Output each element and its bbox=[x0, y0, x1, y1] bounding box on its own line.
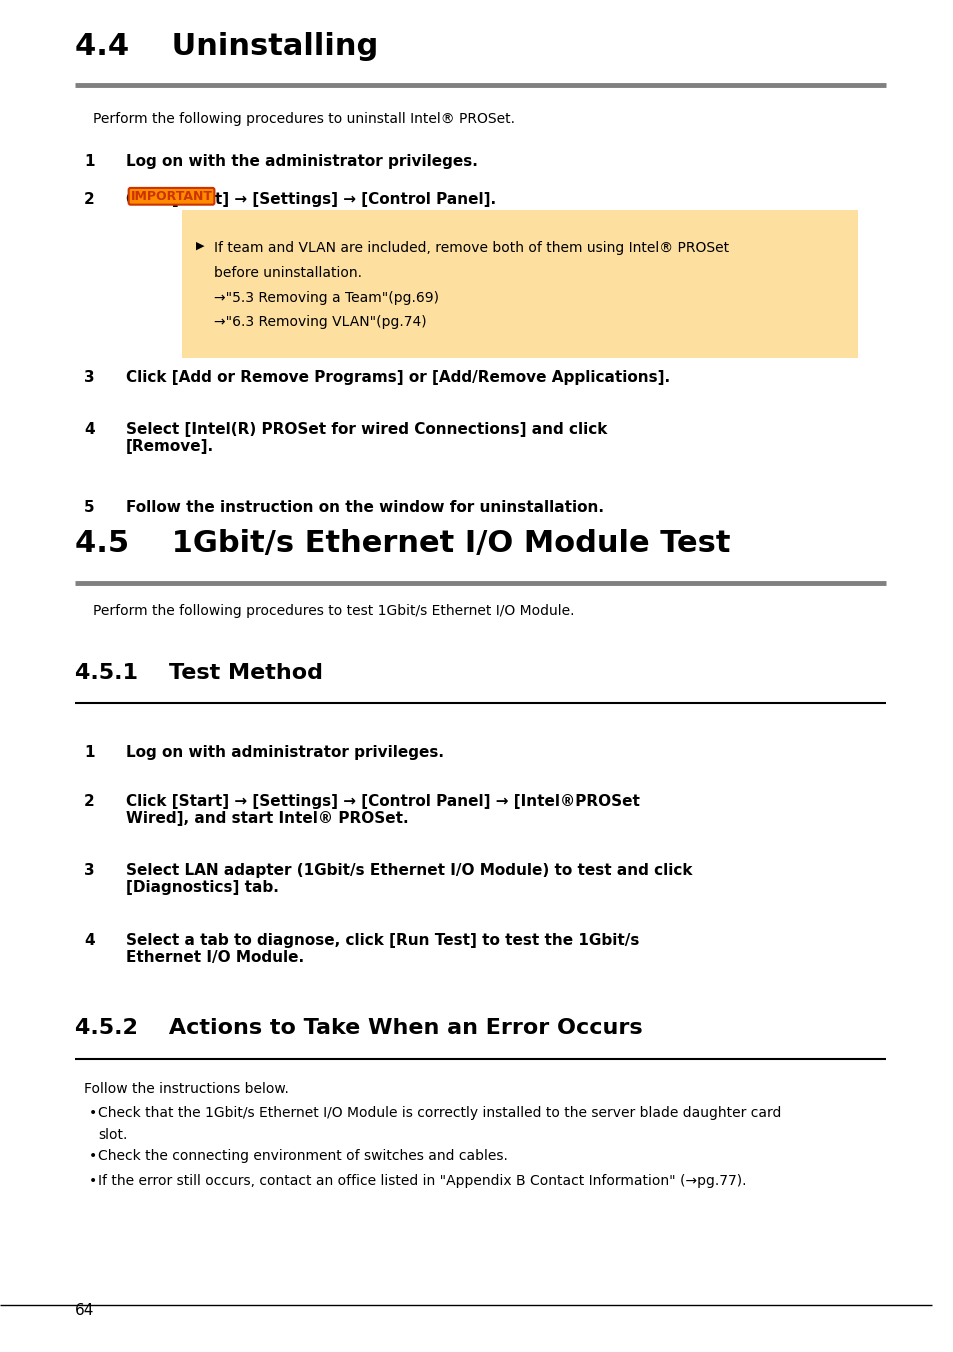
Text: Click [Start] → [Settings] → [Control Panel].: Click [Start] → [Settings] → [Control Pa… bbox=[126, 192, 496, 207]
Text: If the error still occurs, contact an office listed in "Appendix B Contact Infor: If the error still occurs, contact an of… bbox=[98, 1174, 745, 1187]
Text: ▶: ▶ bbox=[195, 241, 204, 250]
Text: Check the connecting environment of switches and cables.: Check the connecting environment of swit… bbox=[98, 1149, 507, 1163]
Text: 4.5    1Gbit/s Ethernet I/O Module Test: 4.5 1Gbit/s Ethernet I/O Module Test bbox=[74, 530, 729, 558]
Text: 1: 1 bbox=[84, 745, 94, 760]
Text: Click [Start] → [Settings] → [Control Panel] → [Intel®PROSet
Wired], and start I: Click [Start] → [Settings] → [Control Pa… bbox=[126, 794, 639, 826]
Text: If team and VLAN are included, remove both of them using Intel® PROSet: If team and VLAN are included, remove bo… bbox=[214, 241, 729, 254]
Text: Log on with the administrator privileges.: Log on with the administrator privileges… bbox=[126, 154, 477, 169]
Text: →"6.3 Removing VLAN"(pg.74): →"6.3 Removing VLAN"(pg.74) bbox=[214, 315, 427, 329]
Text: 4: 4 bbox=[84, 933, 94, 948]
Text: 64: 64 bbox=[74, 1303, 93, 1318]
Text: 5: 5 bbox=[84, 500, 94, 515]
Text: 1: 1 bbox=[84, 154, 94, 169]
Text: IMPORTANT: IMPORTANT bbox=[131, 189, 213, 203]
Text: Select [Intel(R) PROSet for wired Connections] and click
[Remove].: Select [Intel(R) PROSet for wired Connec… bbox=[126, 422, 607, 454]
Text: Perform the following procedures to test 1Gbit/s Ethernet I/O Module.: Perform the following procedures to test… bbox=[93, 604, 574, 618]
Text: •: • bbox=[89, 1106, 96, 1119]
Text: •: • bbox=[89, 1149, 96, 1163]
Text: Follow the instruction on the window for uninstallation.: Follow the instruction on the window for… bbox=[126, 500, 603, 515]
Text: 3: 3 bbox=[84, 370, 94, 385]
Text: 4: 4 bbox=[84, 422, 94, 437]
Text: 4.5.2    Actions to Take When an Error Occurs: 4.5.2 Actions to Take When an Error Occu… bbox=[74, 1018, 641, 1038]
Text: →"5.3 Removing a Team"(pg.69): →"5.3 Removing a Team"(pg.69) bbox=[214, 291, 439, 304]
Text: before uninstallation.: before uninstallation. bbox=[214, 266, 362, 280]
Text: 3: 3 bbox=[84, 863, 94, 877]
Text: Follow the instructions below.: Follow the instructions below. bbox=[84, 1082, 289, 1095]
Text: slot.: slot. bbox=[98, 1128, 127, 1141]
Text: Log on with administrator privileges.: Log on with administrator privileges. bbox=[126, 745, 443, 760]
Text: •: • bbox=[89, 1174, 96, 1187]
Text: Click [Add or Remove Programs] or [Add/Remove Applications].: Click [Add or Remove Programs] or [Add/R… bbox=[126, 370, 669, 385]
Text: 4.4    Uninstalling: 4.4 Uninstalling bbox=[74, 32, 377, 61]
FancyBboxPatch shape bbox=[182, 210, 857, 358]
Text: Perform the following procedures to uninstall Intel® PROSet.: Perform the following procedures to unin… bbox=[93, 112, 515, 126]
Text: 2: 2 bbox=[84, 192, 94, 207]
Text: Check that the 1Gbit/s Ethernet I/O Module is correctly installed to the server : Check that the 1Gbit/s Ethernet I/O Modu… bbox=[98, 1106, 781, 1119]
Text: 4.5.1    Test Method: 4.5.1 Test Method bbox=[74, 662, 322, 683]
Text: 2: 2 bbox=[84, 794, 94, 808]
Text: Select a tab to diagnose, click [Run Test] to test the 1Gbit/s
Ethernet I/O Modu: Select a tab to diagnose, click [Run Tes… bbox=[126, 933, 639, 965]
Text: Select LAN adapter (1Gbit/s Ethernet I/O Module) to test and click
[Diagnostics]: Select LAN adapter (1Gbit/s Ethernet I/O… bbox=[126, 863, 692, 895]
